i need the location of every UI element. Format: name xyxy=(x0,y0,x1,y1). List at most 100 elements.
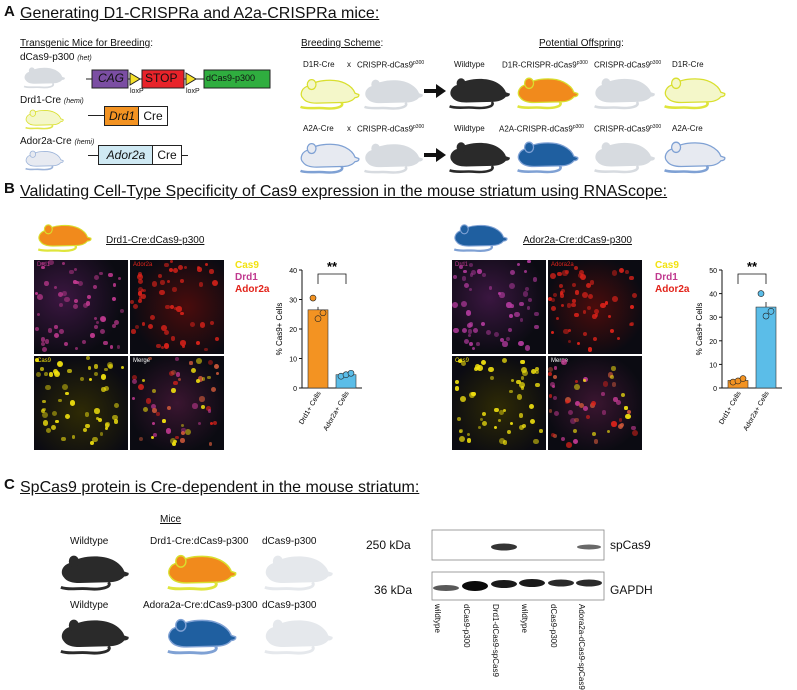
cell-dot xyxy=(172,442,176,446)
cell-dot xyxy=(197,267,202,272)
cell-dot xyxy=(548,296,553,302)
cell-dot xyxy=(207,360,214,366)
loxp-label-2: loxP xyxy=(186,88,200,95)
cell-dot xyxy=(611,366,616,371)
cell-dot xyxy=(471,270,477,276)
cell-dot xyxy=(559,293,565,298)
mouse3-label: Ador2a-Cre (hemi) xyxy=(20,136,94,147)
cell-dot xyxy=(566,400,570,404)
cell-dot xyxy=(467,322,473,328)
cell-dot xyxy=(561,358,567,365)
cell-dot xyxy=(519,425,524,431)
cell-dot xyxy=(592,314,597,319)
row1-parent1: D1R-Cre xyxy=(303,60,335,69)
cell-dot xyxy=(573,417,579,423)
cell-dot xyxy=(96,417,100,421)
cell-dot xyxy=(211,280,218,287)
cell-dot xyxy=(172,380,178,386)
gapdh-band-1 xyxy=(433,585,459,591)
cell-dot xyxy=(499,409,505,415)
cell-dot xyxy=(583,332,588,337)
cell-dot xyxy=(501,357,508,364)
cell-dot xyxy=(467,329,473,334)
significance-bracket xyxy=(317,273,347,284)
drd1-gene-box: Drd1 xyxy=(104,106,140,126)
y-tick-label: 10 xyxy=(289,357,297,364)
cell-dot xyxy=(99,271,104,276)
cell-dot xyxy=(159,289,166,296)
ador2a-cre-box: Cre xyxy=(152,145,182,165)
offspring-heading: Potential Offspring: xyxy=(539,38,624,49)
cell-dot xyxy=(461,328,467,334)
cell-dot xyxy=(616,336,621,341)
cell-dot xyxy=(521,367,527,373)
row1-cross: x xyxy=(347,60,351,69)
cell-dot xyxy=(593,439,599,445)
cell-dot xyxy=(214,364,220,370)
cell-dot xyxy=(131,329,136,334)
row1-offspring1: Wildtype xyxy=(454,60,485,69)
cell-dot xyxy=(206,375,211,380)
cell-dot xyxy=(93,316,98,321)
cell-dot xyxy=(208,442,213,446)
cell-dot xyxy=(100,328,105,334)
c-row2-label-3: dCas9-p300 xyxy=(262,600,317,611)
cell-dot xyxy=(524,345,531,351)
micrograph-label: Adora2a xyxy=(551,262,574,268)
cell-dot xyxy=(528,404,534,410)
cell-dot xyxy=(522,291,529,297)
cell-dot xyxy=(592,431,596,436)
cell-dot xyxy=(482,420,488,426)
cell-dot xyxy=(593,308,599,314)
cell-dot xyxy=(37,294,43,301)
micrograph-label: Drd1 xyxy=(455,262,468,268)
cell-dot xyxy=(499,292,505,298)
cell-dot xyxy=(534,366,540,372)
cell-dot xyxy=(469,342,474,346)
row1-parent2: CRISPR-dCas9p300 xyxy=(357,60,424,70)
cell-dot xyxy=(567,409,574,415)
wildtype-offspring-mouse-1 xyxy=(448,76,511,110)
cell-dot xyxy=(553,410,560,417)
dcas9-construct-diagram xyxy=(86,69,271,89)
row1-offspring3-sup: p300 xyxy=(650,60,662,66)
gapdh-band-5 xyxy=(548,579,574,587)
cell-dot xyxy=(84,412,90,417)
row2-offspring1: Wildtype xyxy=(454,124,485,133)
dcas9-gene-label: dCas9-p300 xyxy=(206,73,256,83)
lane-label-3: Drd1-dCas9-spCas9 xyxy=(491,604,500,677)
cell-dot xyxy=(207,409,212,414)
cell-dot xyxy=(116,345,121,349)
cell-dot xyxy=(574,379,578,383)
gapdh-band-2 xyxy=(462,581,488,591)
cell-dot xyxy=(210,386,216,392)
left-genotype-header: Drd1-Cre:dCas9-p300 xyxy=(106,235,205,246)
cell-dot xyxy=(520,376,525,380)
cell-dot xyxy=(199,396,205,402)
cell-dot xyxy=(502,341,508,347)
cell-dot xyxy=(624,406,628,410)
micrograph-merge-right: Merge xyxy=(548,356,642,450)
row2-parent2: CRISPR-dCas9p300 xyxy=(357,124,424,134)
cell-dot xyxy=(191,403,198,409)
cell-dot xyxy=(156,412,160,416)
cell-dot xyxy=(618,418,623,422)
band1-name: spCas9 xyxy=(610,538,651,552)
breeding-heading-text: Breeding Scheme xyxy=(301,38,381,49)
cell-dot xyxy=(69,269,75,275)
cell-dot xyxy=(41,347,47,352)
row1-offspring3-name: CRISPR-dCas9 xyxy=(594,60,651,70)
dcas9-mouse-c2 xyxy=(263,618,334,655)
cell-dot xyxy=(574,312,580,318)
cell-dot xyxy=(506,302,512,308)
cell-dot xyxy=(54,286,58,290)
cell-dot xyxy=(609,328,614,334)
cell-dot xyxy=(42,420,48,426)
cell-dot xyxy=(626,409,631,414)
cell-dot xyxy=(165,428,171,434)
cell-dot xyxy=(535,382,540,388)
cell-dot xyxy=(75,347,79,351)
data-point xyxy=(757,290,765,297)
cell-dot xyxy=(65,391,70,396)
cell-dot xyxy=(138,299,143,304)
